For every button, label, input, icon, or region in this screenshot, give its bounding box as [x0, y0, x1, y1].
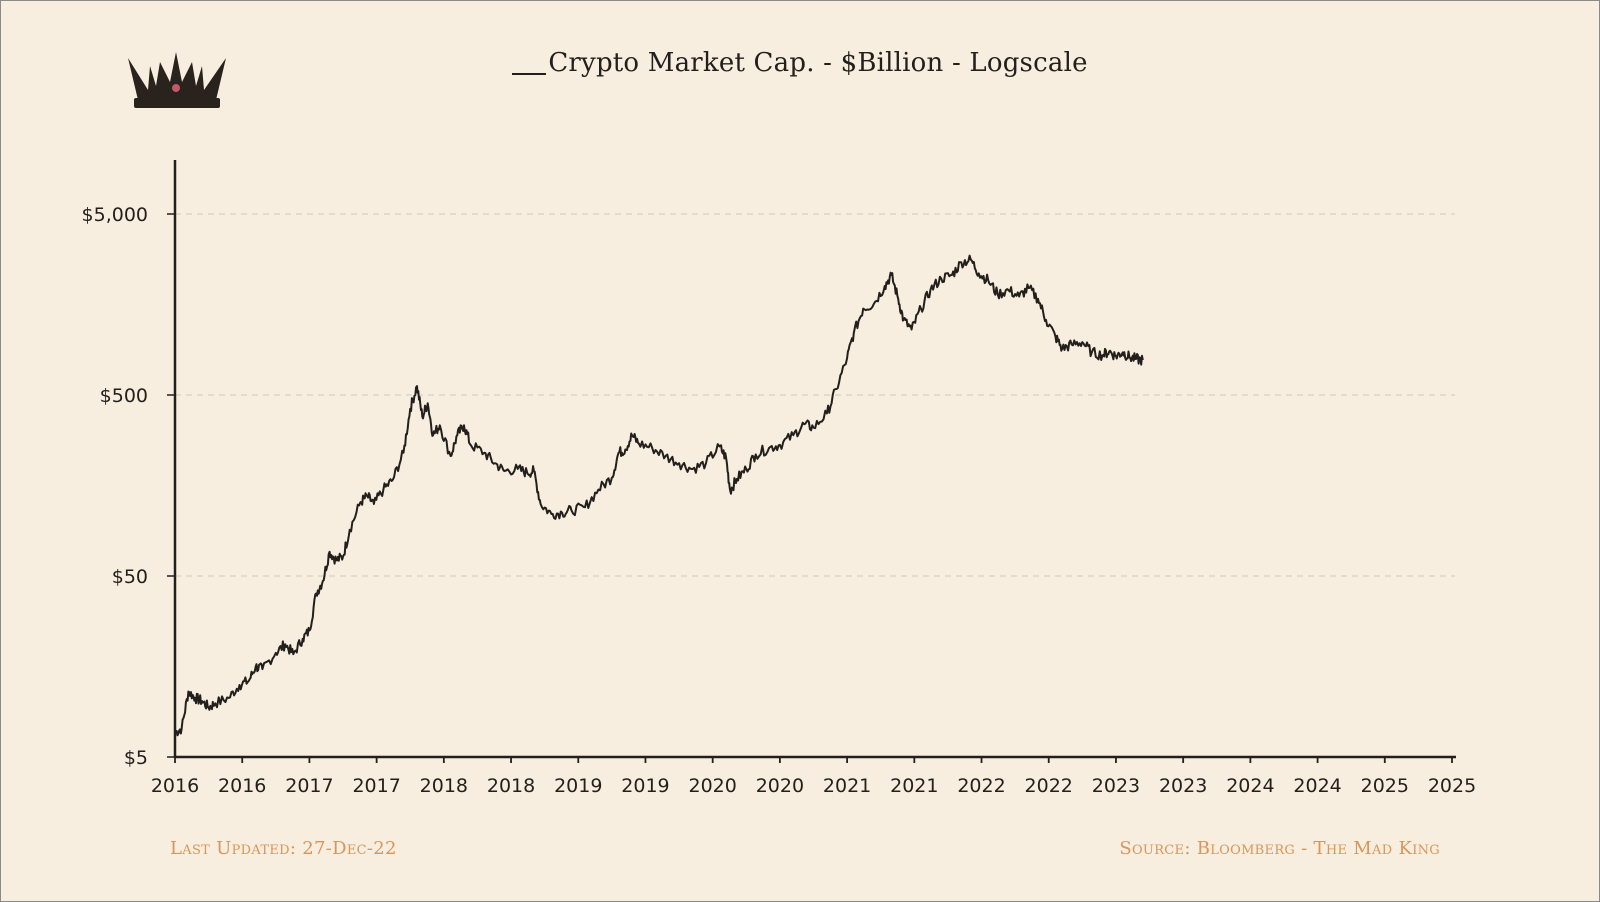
x-tick-label: 2023	[1092, 775, 1140, 797]
x-tick-label: 2016	[218, 775, 266, 797]
x-tick-label: 2024	[1293, 775, 1341, 797]
x-tick-label: 2016	[151, 775, 199, 797]
x-tick-label: 2023	[1159, 775, 1207, 797]
y-tick-label: $50	[112, 566, 148, 588]
x-tick-label: 2022	[1025, 775, 1073, 797]
series-line	[174, 254, 1144, 737]
crown-icon	[128, 52, 226, 108]
y-tick-label: $5	[124, 747, 148, 769]
x-tick-label: 2017	[352, 775, 400, 797]
x-tick-label: 2019	[621, 775, 669, 797]
last-updated-label: Last Updated: 27-Dec-22	[170, 838, 397, 859]
x-tick-label: 2018	[420, 775, 468, 797]
x-tick-label: 2019	[554, 775, 602, 797]
x-tick-label: 2020	[756, 775, 804, 797]
x-tick-label: 2020	[689, 775, 737, 797]
source-label: Source: Bloomberg - The Mad King	[1119, 838, 1440, 859]
x-tick-label: 2021	[823, 775, 871, 797]
x-tick-label: 2022	[957, 775, 1005, 797]
x-tick-label: 2018	[487, 775, 535, 797]
x-tick-label: 2017	[285, 775, 333, 797]
x-tick-label: 2025	[1428, 775, 1476, 797]
x-tick-label: 2024	[1226, 775, 1274, 797]
chart-title: Crypto Market Cap. - $Billion - Logscale	[548, 48, 1088, 78]
x-tick-label: 2025	[1361, 775, 1409, 797]
y-tick-label: $5,000	[82, 204, 148, 226]
chart-title-row: Crypto Market Cap. - $Billion - Logscale	[0, 48, 1600, 78]
y-tick-label: $500	[100, 385, 148, 407]
x-tick-label: 2021	[890, 775, 938, 797]
legend-line-swatch	[512, 72, 547, 75]
